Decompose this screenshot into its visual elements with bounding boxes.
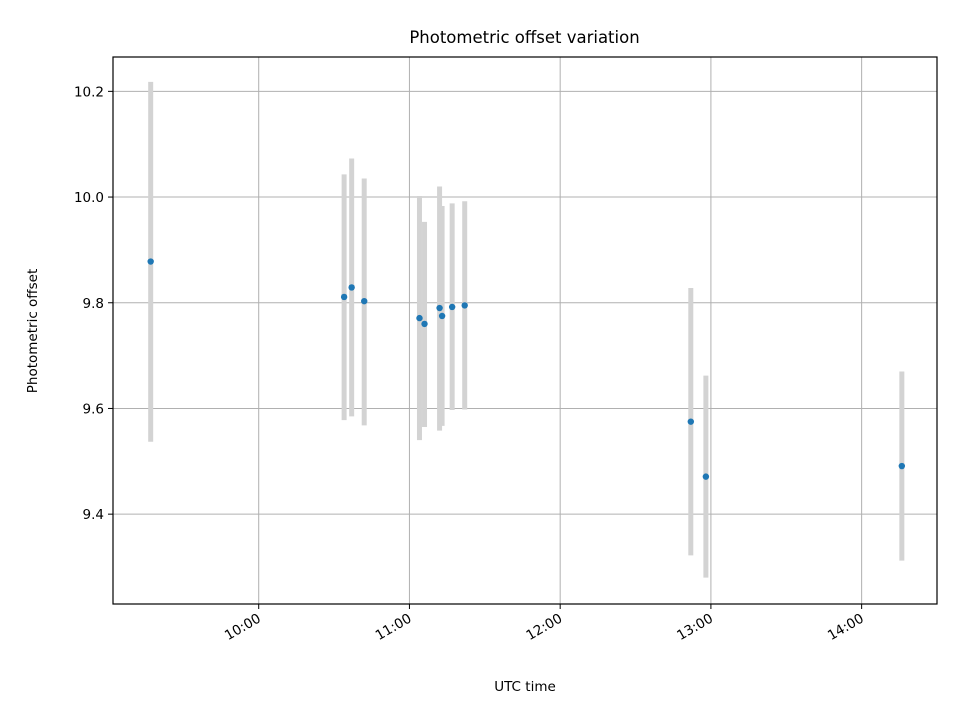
grid-layer [113, 57, 937, 604]
y-tick-label: 9.4 [83, 507, 104, 523]
data-point [448, 303, 456, 311]
data-point [461, 302, 468, 309]
y-axis-label: Photometric offset [25, 269, 41, 393]
data-point [147, 258, 154, 265]
y-tick-label: 10.0 [74, 190, 104, 206]
data-point [687, 418, 695, 425]
data-point [702, 473, 710, 480]
data-point [898, 462, 906, 470]
point-layer [147, 258, 906, 480]
y-tick-label: 10.2 [74, 84, 104, 100]
y-tick-label: 9.6 [83, 401, 104, 417]
data-point [436, 304, 443, 312]
data-point [340, 293, 348, 301]
plot-frame [112, 56, 938, 605]
data-point [361, 297, 368, 305]
data-point [438, 312, 446, 320]
chart-title: Photometric offset variation [409, 28, 639, 47]
data-point [421, 320, 428, 328]
data-point [348, 284, 355, 291]
y-tick-label: 9.8 [83, 296, 104, 312]
data-point [416, 314, 423, 322]
x-axis-label: UTC time [494, 679, 556, 695]
